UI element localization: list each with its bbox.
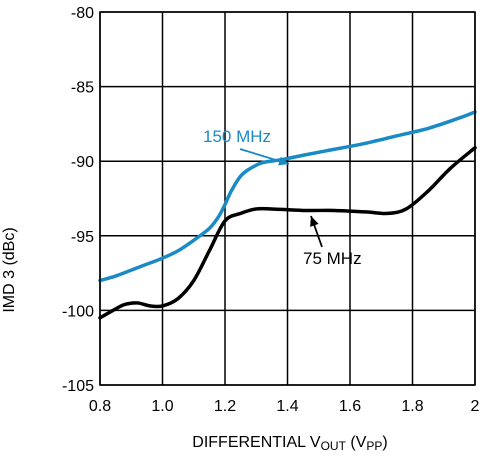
x-tick-label: 1.8 (401, 398, 423, 415)
x-tick-label: 0.8 (89, 398, 111, 415)
y-tick-label: -95 (71, 229, 94, 246)
y-tick-label: -105 (62, 378, 94, 395)
annotation-75mhz: 75 MHz (303, 249, 362, 268)
arrow-75mhz (310, 215, 323, 248)
x-tick-label: 1.2 (214, 398, 236, 415)
annotation-150mhz: 150 MHz (203, 127, 271, 146)
x-tick-label: 1.4 (276, 398, 298, 415)
y-tick-label: -90 (71, 154, 94, 171)
x-axis-label: DIFFERENTIAL VOUT (VPP) (192, 434, 387, 453)
series-lines (98, 110, 477, 320)
annotation-arrows (239, 148, 323, 248)
x-axis-label-main: DIFFERENTIAL V (192, 434, 321, 451)
y-tick-label: -80 (71, 5, 94, 22)
x-tick-label: 2 (471, 398, 480, 415)
plot-frame (99, 11, 476, 386)
x-axis-label-sub-pp: PP (366, 439, 382, 453)
y-tick-labels: -105 -100 -95 -90 -85 -80 (62, 5, 94, 395)
x-tick-label: 1.6 (339, 398, 361, 415)
y-tick-label: -100 (62, 303, 94, 320)
y-axis-label: IMD 3 (dBc) (1, 227, 18, 312)
x-tick-label: 1.0 (151, 398, 173, 415)
x-axis-label-sub-out: OUT (321, 439, 347, 453)
x-axis-label-mid: (V (346, 434, 367, 451)
arrow-150mhz (239, 148, 290, 166)
x-tick-labels: 0.8 1.0 1.2 1.4 1.6 1.8 2 (89, 398, 480, 415)
series-line-75mhz (98, 146, 477, 320)
x-axis-label-end: ) (382, 434, 387, 451)
series-line-150mhz (98, 110, 477, 283)
y-tick-label: -85 (71, 80, 94, 97)
